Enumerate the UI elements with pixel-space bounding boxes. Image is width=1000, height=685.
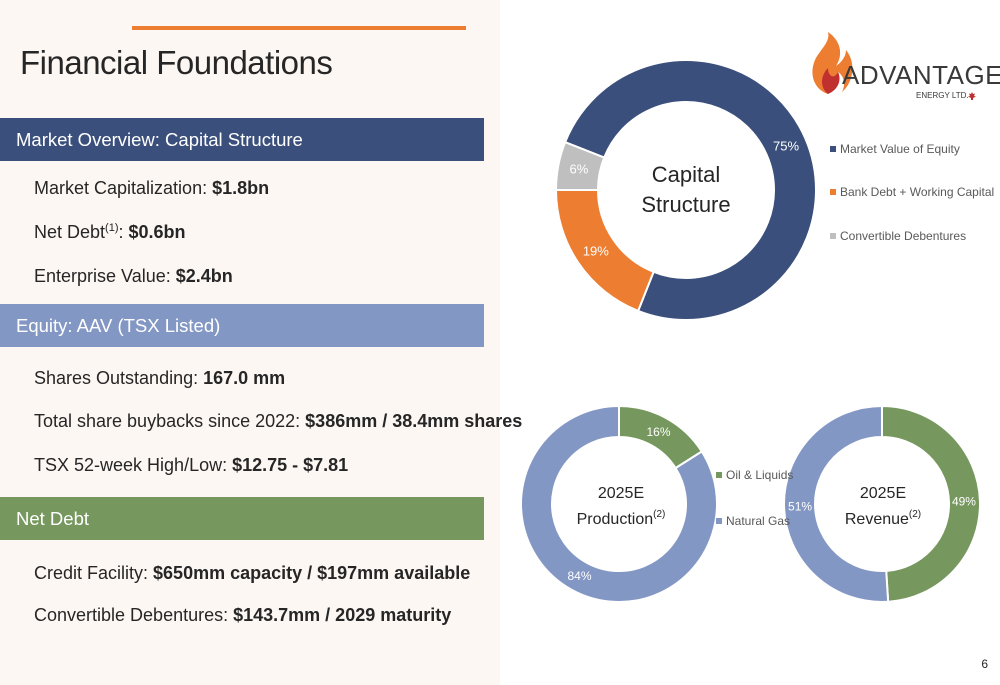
slice-convertible-debentures bbox=[554, 140, 606, 191]
enterprise-value-value: $2.4bn bbox=[175, 266, 233, 286]
shares-label: Shares Outstanding: bbox=[34, 368, 204, 388]
slice-data-label: 19% bbox=[583, 243, 609, 258]
net-debt-footnote: (1) bbox=[105, 222, 119, 234]
high-low-label: TSX 52-week High/Low: bbox=[34, 455, 233, 475]
slice-natural-gas bbox=[520, 404, 718, 603]
slice-data-label: 6% bbox=[570, 162, 589, 177]
credit-value: $650mm capacity / $197mm available bbox=[153, 563, 471, 583]
legend-item-equity: Market Value of Equity bbox=[830, 142, 960, 156]
shares-outstanding-item: Shares Outstanding: 167.0 mm bbox=[34, 368, 285, 389]
enterprise-value-item: Enterprise Value: $2.4bn bbox=[34, 266, 233, 287]
legend-swatch bbox=[716, 518, 722, 524]
credit-label: Credit Facility: bbox=[34, 563, 154, 583]
production-footnote: (2) bbox=[653, 509, 666, 520]
net-debt-colon: : bbox=[118, 222, 129, 242]
legend-swatch bbox=[830, 233, 836, 239]
capital-structure-chart: 75% 19% 6% bbox=[554, 59, 817, 321]
slice-data-label: 51% bbox=[788, 500, 812, 514]
maple-leaf-icon bbox=[968, 92, 976, 100]
net-debt-item: Net Debt(1): $0.6bn bbox=[34, 222, 186, 243]
section-header-net-debt: Net Debt bbox=[0, 497, 484, 540]
slice-oil-liquids bbox=[881, 404, 981, 603]
logo-wordmark: ADVANTAGE bbox=[842, 60, 1000, 90]
page-title: Financial Foundations bbox=[20, 44, 333, 81]
revenue-footnote: (2) bbox=[908, 509, 922, 520]
convertible-value: $143.7mm / 2029 maturity bbox=[233, 605, 452, 625]
production-label-line2: Production bbox=[576, 511, 654, 528]
slice-data-label: 84% bbox=[567, 569, 591, 583]
legend-item-bank-debt: Bank Debt + Working Capital bbox=[830, 185, 994, 199]
slice-data-label: 75% bbox=[773, 139, 799, 154]
capital-structure-label-line2: Structure bbox=[641, 192, 731, 217]
legend-label: Convertible Debentures bbox=[840, 229, 967, 243]
revenue-label-line1: 2025E bbox=[859, 485, 907, 502]
legend-item-natural-gas: Natural Gas bbox=[716, 514, 790, 528]
capital-structure-label-line1: Capital bbox=[651, 162, 721, 187]
shares-value: 167.0 mm bbox=[203, 368, 286, 388]
legend-item-oil-liquids: Oil & Liquids bbox=[716, 468, 793, 482]
legend-swatch bbox=[830, 146, 836, 152]
buybacks-value: $386mm / 38.4mm shares bbox=[305, 411, 523, 431]
legend-label: Oil & Liquids bbox=[726, 468, 794, 482]
revenue-center-label: 2025E Revenue(2) bbox=[828, 483, 938, 530]
market-cap-value: $1.8bn bbox=[212, 178, 270, 198]
slice-data-label: 16% bbox=[646, 425, 670, 439]
credit-facility-item: Credit Facility: $650mm capacity / $197m… bbox=[34, 563, 470, 584]
production-chart: 16% 84% bbox=[520, 404, 718, 603]
advantage-logo: ADVANTAGE ENERGY LTD. bbox=[806, 32, 1000, 104]
flame-icon bbox=[812, 32, 853, 94]
section-header-equity: Equity: AAV (TSX Listed) bbox=[0, 304, 484, 347]
legend-item-convertible: Convertible Debentures bbox=[830, 229, 966, 243]
production-label-line1: 2025E bbox=[597, 485, 645, 502]
legend-label: Market Value of Equity bbox=[840, 142, 960, 156]
convertible-item: Convertible Debentures: $143.7mm / 2029 … bbox=[34, 605, 451, 626]
market-cap-item: Market Capitalization: $1.8bn bbox=[34, 178, 269, 199]
slice-natural-gas bbox=[783, 404, 890, 603]
market-cap-label: Market Capitalization: bbox=[34, 178, 213, 198]
section-header-market-overview: Market Overview: Capital Structure bbox=[0, 118, 484, 161]
enterprise-value-label: Enterprise Value: bbox=[34, 266, 176, 286]
revenue-chart: 49% 51% bbox=[783, 404, 981, 603]
production-center-label: 2025E Production(2) bbox=[566, 483, 676, 530]
convertible-label: Convertible Debentures: bbox=[34, 605, 234, 625]
net-debt-label: Net Debt bbox=[34, 222, 106, 242]
slice-market-value-of-equity bbox=[563, 59, 817, 321]
logo-subtitle: ENERGY LTD. bbox=[916, 91, 969, 100]
buybacks-label: Total share buybacks since 2022: bbox=[34, 411, 306, 431]
page-number: 6 bbox=[981, 657, 988, 671]
legend-label: Natural Gas bbox=[726, 514, 791, 528]
capital-structure-center-label: Capital Structure bbox=[626, 160, 746, 220]
title-accent-line bbox=[132, 26, 466, 30]
slice-data-label: 49% bbox=[952, 494, 976, 508]
legend-swatch bbox=[830, 189, 836, 195]
net-debt-value: $0.6bn bbox=[128, 222, 186, 242]
high-low-item: TSX 52-week High/Low: $12.75 - $7.81 bbox=[34, 455, 348, 476]
revenue-label-line2: Revenue bbox=[844, 511, 909, 528]
legend-label: Bank Debt + Working Capital bbox=[840, 185, 995, 199]
high-low-value: $12.75 - $7.81 bbox=[232, 455, 349, 475]
buybacks-item: Total share buybacks since 2022: $386mm … bbox=[34, 411, 522, 432]
legend-swatch bbox=[716, 472, 722, 478]
